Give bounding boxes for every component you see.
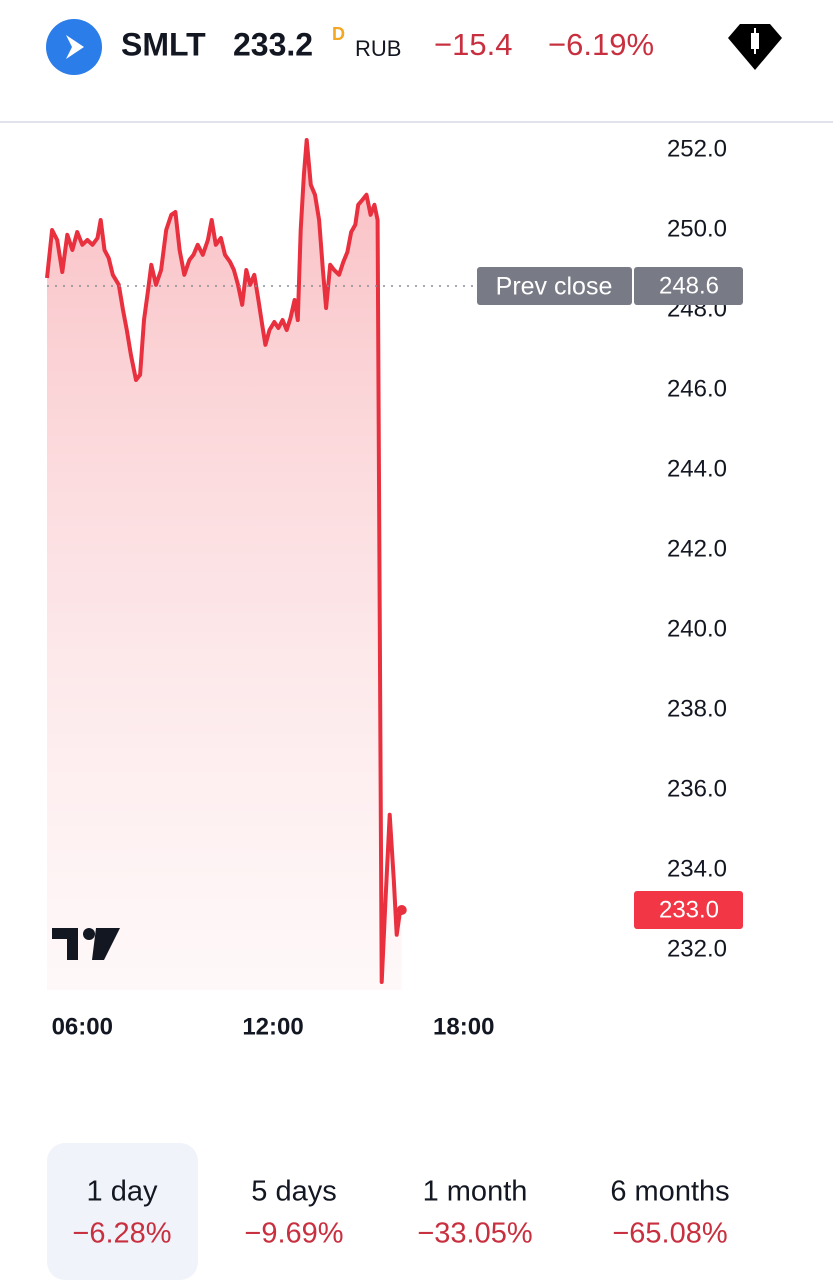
price-line — [45, 138, 404, 984]
period-label[interactable]: 5 days — [251, 1176, 336, 1208]
period-label[interactable]: 6 months — [610, 1176, 729, 1208]
x-tick-label: 06:00 — [52, 1013, 113, 1040]
prev-close-tag — [477, 267, 632, 305]
change: −15.4 — [434, 27, 512, 62]
y-tick-label: 242.0 — [667, 535, 727, 562]
y-tick-label: 238.0 — [667, 695, 727, 722]
prev-close-value: 248.6 — [659, 272, 719, 299]
period-change: −6.28% — [72, 1218, 171, 1250]
last-point — [396, 905, 407, 915]
symbol: SMLT — [121, 26, 206, 62]
y-tick-label: 240.0 — [667, 615, 727, 642]
period-tabs: 1 day −6.28% 5 days −9.69% 1 month −33.05% 6 m… — [72, 1176, 729, 1250]
price-area — [47, 140, 402, 990]
period-tab-selected[interactable] — [47, 1143, 198, 1280]
y-tick-label: 252.0 — [667, 135, 727, 162]
prev-close-value-tag — [634, 267, 743, 305]
logo-glyph — [66, 35, 84, 59]
last-price-tag — [634, 891, 743, 929]
change-percent: −6.19% — [548, 27, 654, 62]
y-tick-label: 244.0 — [667, 455, 727, 482]
last-price-label: 233.0 — [659, 896, 719, 923]
y-tick-label: 232.0 — [667, 935, 727, 962]
chart: 232.0 234.0 236.0 238.0 240.0 242.0 244.0 246.0… — [45, 135, 743, 1040]
y-tick-label: 246.0 — [667, 375, 727, 402]
period-label[interactable]: 1 day — [87, 1176, 158, 1208]
price: 233.2 — [233, 26, 313, 62]
y-tick-label: 234.0 — [667, 855, 727, 882]
x-tick-label: 18:00 — [433, 1013, 494, 1040]
prev-close-label: Prev close — [496, 273, 613, 301]
price-flag: D — [332, 24, 345, 44]
tradingview-logo — [52, 928, 120, 960]
currency: RUB — [355, 36, 401, 61]
y-tick-label: 236.0 — [667, 775, 727, 802]
period-label[interactable]: 1 month — [423, 1176, 528, 1208]
period-change: −33.05% — [417, 1218, 532, 1250]
period-change: −65.08% — [612, 1218, 727, 1250]
period-change: −9.69% — [244, 1218, 343, 1250]
x-tick-label: 12:00 — [242, 1013, 303, 1040]
y-tick-label: 250.0 — [667, 215, 727, 242]
